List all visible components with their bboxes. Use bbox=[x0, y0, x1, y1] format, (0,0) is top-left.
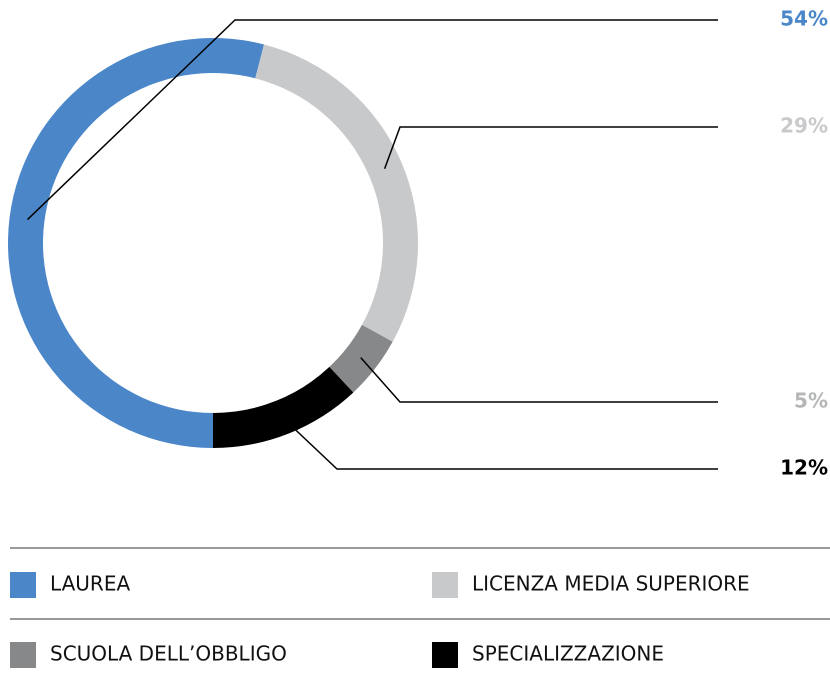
value-label: 29% bbox=[780, 114, 828, 138]
leader-line bbox=[383, 126, 718, 169]
legend-swatch bbox=[10, 642, 36, 668]
value-label: 12% bbox=[780, 456, 828, 480]
donut-segment bbox=[8, 38, 264, 448]
donut-segment bbox=[213, 366, 354, 448]
legend-label: SPECIALIZZAZIONE bbox=[472, 642, 664, 666]
donut-segment bbox=[255, 44, 418, 342]
legend-swatch bbox=[432, 572, 458, 598]
legend-label: LAUREA bbox=[50, 572, 130, 596]
value-label: 54% bbox=[780, 7, 828, 31]
legend-label: LICENZA MEDIA SUPERIORE bbox=[472, 572, 750, 596]
leader-line bbox=[26, 19, 718, 221]
value-label: 5% bbox=[794, 389, 828, 413]
legend-swatch bbox=[10, 572, 36, 598]
leader-line bbox=[281, 416, 718, 470]
leader-line bbox=[360, 357, 718, 403]
legend-swatch bbox=[432, 642, 458, 668]
legend-label: SCUOLA DELL’OBBLIGO bbox=[50, 642, 287, 666]
